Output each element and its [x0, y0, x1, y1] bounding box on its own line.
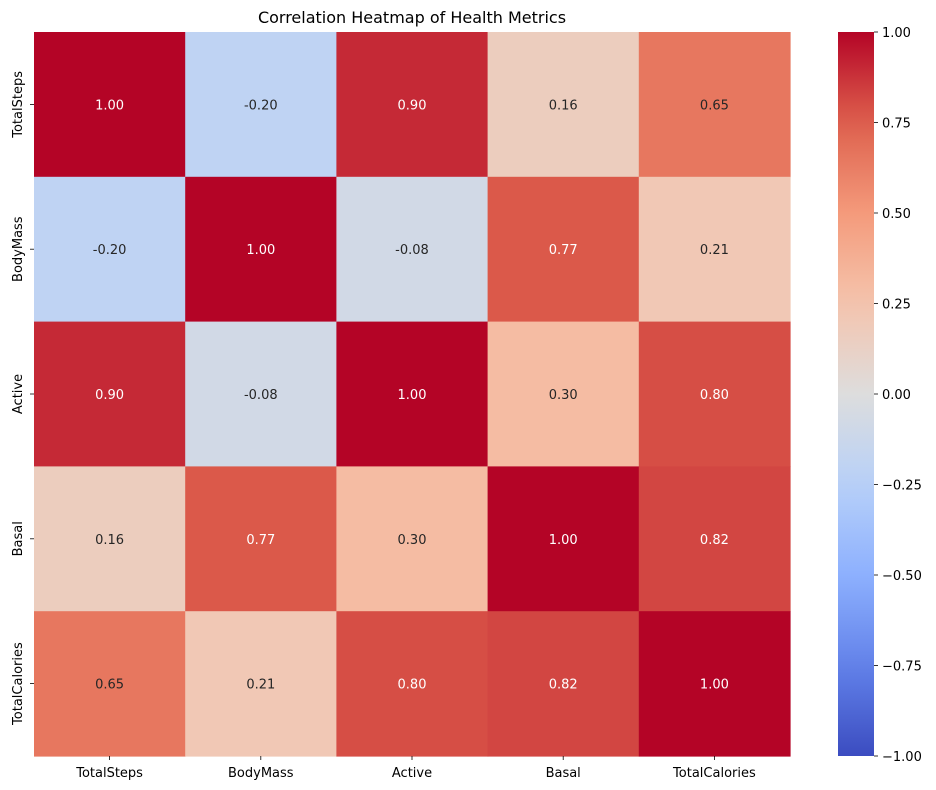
- cell-value-label: 0.30: [398, 533, 427, 548]
- heatmap-cell: [638, 466, 791, 612]
- x-tick-label: Active: [392, 766, 432, 781]
- cell-value-label: 0.90: [95, 388, 124, 403]
- colorbar-tick-label: −0.75: [882, 660, 922, 675]
- y-tick-label: Active: [11, 374, 26, 414]
- heatmap-cell: [638, 32, 791, 178]
- cell-value-label: -0.08: [395, 243, 429, 258]
- colorbar-tick-label: 0.00: [882, 388, 911, 403]
- cell-value-label: 0.80: [398, 678, 427, 693]
- cell-value-label: 0.82: [549, 678, 578, 693]
- cell-value-label: 0.21: [246, 678, 275, 693]
- colorbar: [838, 32, 874, 756]
- heatmap-cell: [336, 32, 489, 178]
- heatmap-cell: [487, 321, 640, 467]
- chart-title: Correlation Heatmap of Health Metrics: [258, 8, 566, 27]
- cell-value-label: 1.00: [95, 98, 124, 113]
- x-tick-label: TotalCalories: [672, 766, 756, 781]
- heatmap-cell: [185, 611, 337, 757]
- heatmap-cell: [638, 321, 791, 467]
- heatmap-cell: [336, 321, 489, 467]
- heatmap-cell: [34, 32, 186, 178]
- heatmap-annotations: 1.00 -0.20 0.90 0.16 0.65 -0.20 1.00 -0.08 0.77 0…: [93, 98, 729, 692]
- heatmap-cell: [336, 611, 489, 757]
- heatmap-cells: [34, 32, 791, 757]
- x-tick-label: Basal: [546, 766, 581, 781]
- colorbar-tick-label: −0.50: [882, 569, 922, 584]
- cell-value-label: 0.21: [700, 243, 729, 258]
- heatmap-cell: [34, 321, 186, 467]
- colorbar-tick-label: 0.75: [882, 117, 911, 132]
- cell-value-label: 1.00: [549, 533, 578, 548]
- cell-value-label: 0.16: [549, 98, 578, 113]
- colorbar-tick-label: −0.25: [882, 479, 922, 494]
- cell-value-label: 0.16: [95, 533, 124, 548]
- colorbar-ticks: −1.00 −0.75 −0.50 −0.25 0.00 0.25 0.50 0.75 1.00: [874, 26, 922, 765]
- heatmap-cell: [185, 176, 337, 323]
- cell-value-label: 0.82: [700, 533, 729, 548]
- cell-value-label: 0.77: [246, 533, 275, 548]
- cell-value-label: 1.00: [700, 678, 729, 693]
- heatmap-cell: [34, 466, 186, 612]
- heatmap-cell: [487, 32, 640, 178]
- heatmap-cell: [336, 176, 489, 323]
- heatmap-cell: [34, 611, 186, 757]
- x-tick-label: BodyMass: [228, 766, 294, 781]
- heatmap-cell: [487, 466, 640, 612]
- cell-value-label: -0.20: [93, 243, 127, 258]
- colorbar-tick-label: 0.25: [882, 298, 911, 313]
- y-tick-label: Basal: [11, 521, 26, 556]
- heatmap-cell: [185, 321, 337, 467]
- heatmap-cell: [336, 466, 489, 612]
- cell-value-label: -0.20: [244, 98, 278, 113]
- colorbar-tick-label: −1.00: [882, 750, 922, 765]
- colorbar-tick-label: 1.00: [882, 26, 911, 41]
- heatmap-cell: [638, 176, 791, 323]
- heatmap-cell: [185, 466, 337, 612]
- y-tick-label: BodyMass: [11, 216, 26, 282]
- cell-value-label: 1.00: [398, 388, 427, 403]
- heatmap-cell: [185, 32, 337, 178]
- cell-value-label: 1.00: [246, 243, 275, 258]
- heatmap-cell: [34, 176, 186, 323]
- cell-value-label: 0.65: [700, 98, 729, 113]
- y-tick-label: TotalSteps: [11, 71, 26, 139]
- y-axis-ticks: TotalSteps BodyMass Active Basal TotalCalori…: [11, 71, 34, 726]
- x-axis-ticks: TotalSteps BodyMass Active Basal TotalCalori…: [75, 756, 756, 781]
- heatmap-cell: [487, 611, 640, 757]
- cell-value-label: 0.30: [549, 388, 578, 403]
- cell-value-label: 0.80: [700, 388, 729, 403]
- x-tick-label: TotalSteps: [75, 766, 143, 781]
- cell-value-label: 0.65: [95, 678, 124, 693]
- colorbar-tick-label: 0.50: [882, 207, 911, 222]
- heatmap-cell: [638, 611, 791, 757]
- cell-value-label: -0.08: [244, 388, 278, 403]
- cell-value-label: 0.77: [549, 243, 578, 258]
- y-tick-label: TotalCalories: [11, 642, 26, 726]
- cell-value-label: 0.90: [398, 98, 427, 113]
- heatmap-cell: [487, 176, 640, 323]
